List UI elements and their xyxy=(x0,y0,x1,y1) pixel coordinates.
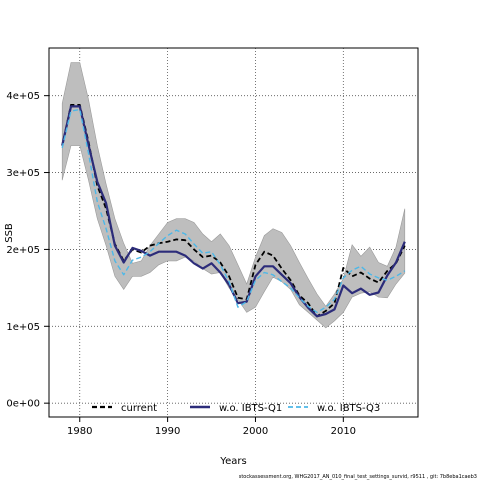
y-axis-title: SSB xyxy=(4,223,15,243)
y-tick-label: 1e+05 xyxy=(6,322,40,333)
x-tick-label: 1990 xyxy=(155,426,180,437)
x-axis-title: Years xyxy=(219,456,246,467)
series-line-w-o-ibts-q1 xyxy=(61,105,406,318)
footer-text: stockassessment.org, WHG2017_AN_010_fina… xyxy=(239,474,477,480)
y-tick-label: 4e+05 xyxy=(6,91,40,102)
x-axis: 1980 1990 2000 2010 xyxy=(67,417,356,437)
series-line-w-o-ibts-q3 xyxy=(61,108,406,314)
confidence-band xyxy=(61,62,406,329)
x-tick-label: 2010 xyxy=(331,426,356,437)
series-layer xyxy=(61,104,406,318)
plot-frame xyxy=(48,47,419,418)
legend: current w.o. IBTS-Q1 w.o. IBTS-Q3 xyxy=(92,403,380,414)
legend-label: current xyxy=(121,403,157,414)
y-tick-label: 3e+05 xyxy=(6,168,40,179)
y-axis: 0e+00 1e+05 2e+05 3e+05 4e+05 xyxy=(6,91,49,410)
x-tick-label: 2000 xyxy=(243,426,268,437)
x-tick-label: 1980 xyxy=(67,426,92,437)
confidence-band-layer xyxy=(61,62,406,329)
y-tick-label: 0e+00 xyxy=(6,399,40,410)
y-tick-label: 2e+05 xyxy=(6,245,40,256)
legend-label: w.o. IBTS-Q1 xyxy=(219,403,282,414)
legend-label: w.o. IBTS-Q3 xyxy=(317,403,380,414)
